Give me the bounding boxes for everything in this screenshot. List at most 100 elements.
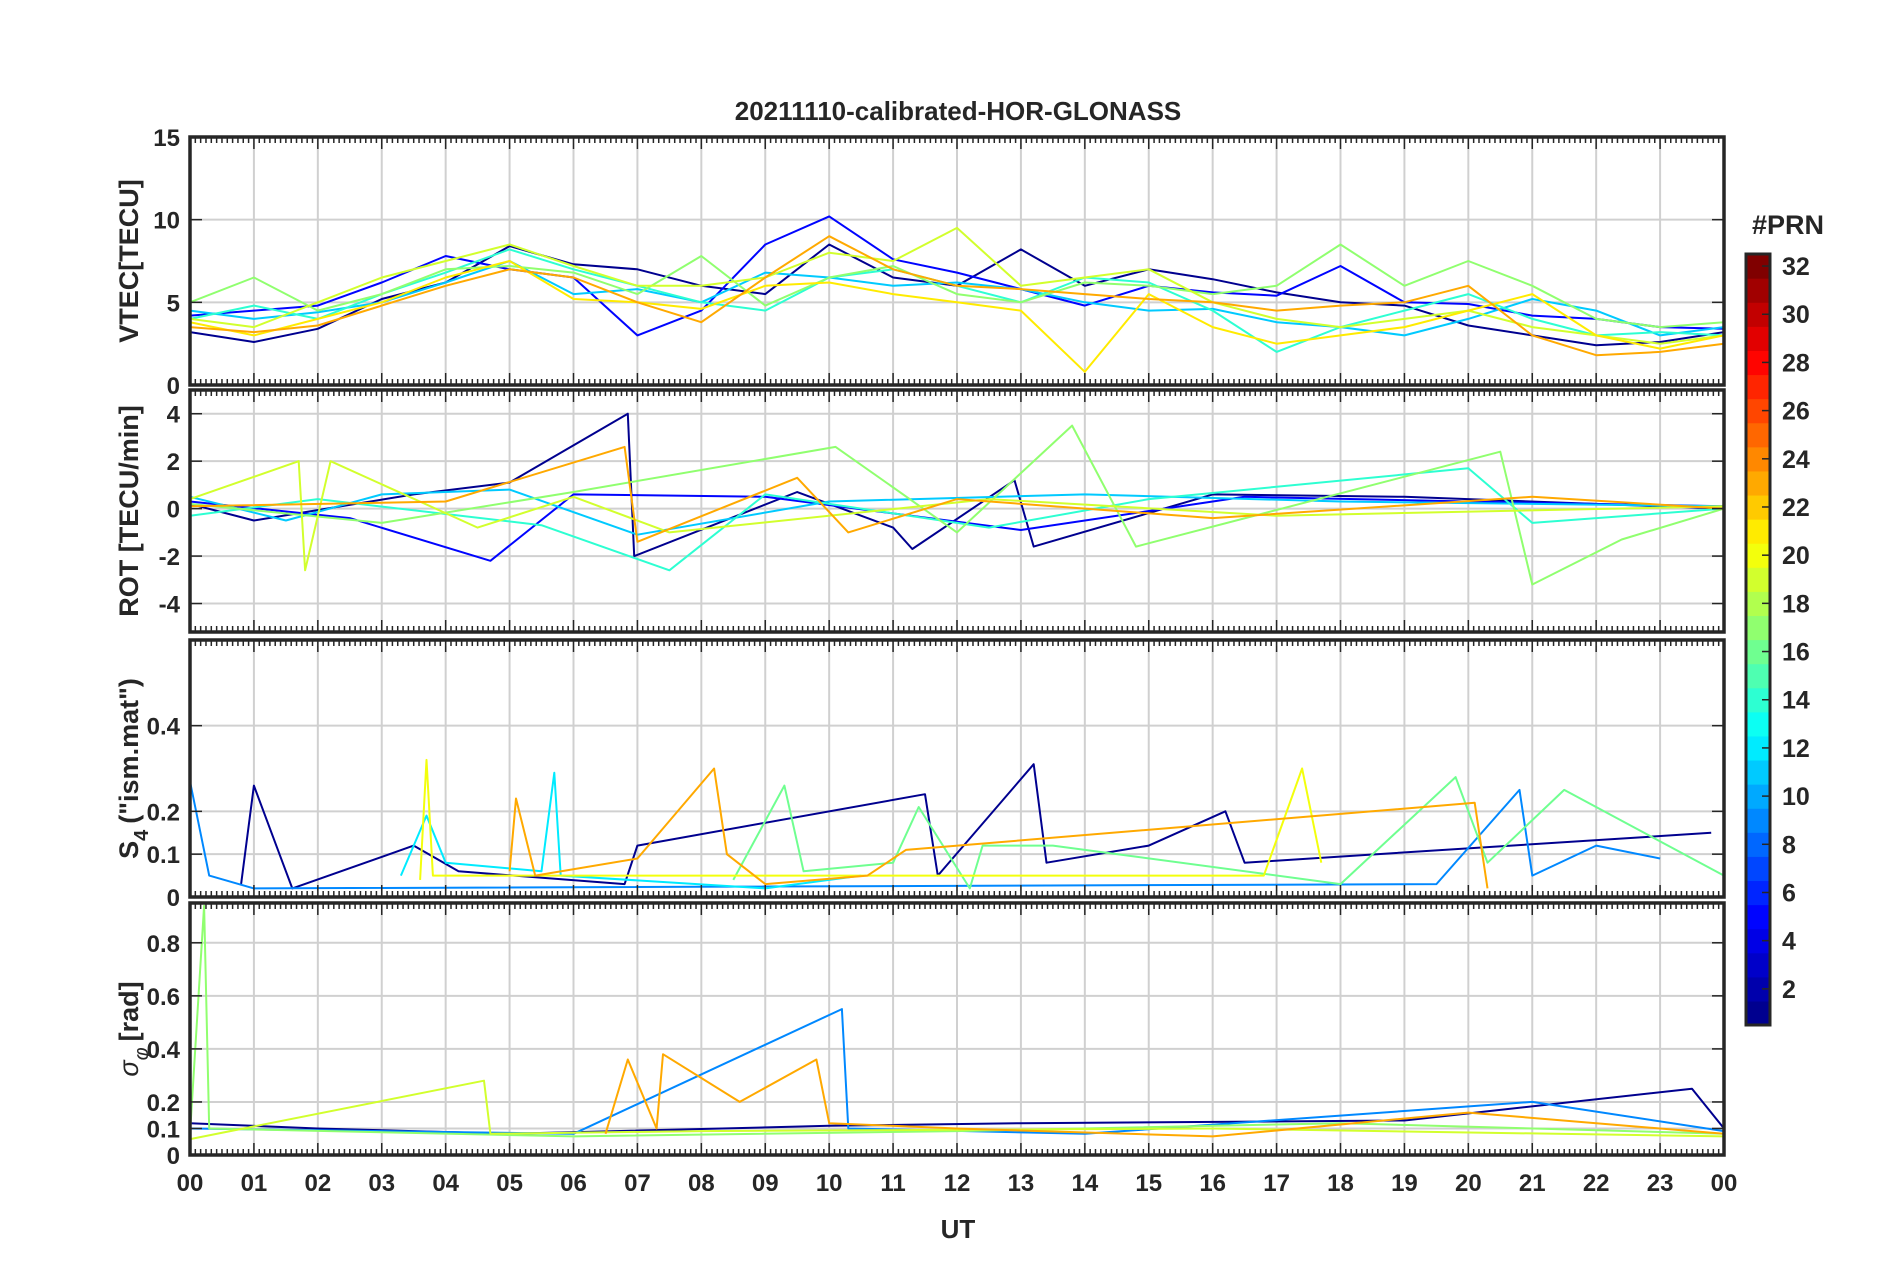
series-group bbox=[190, 215, 1724, 373]
colorbar-segment bbox=[1746, 519, 1770, 544]
x-tick-label: 06 bbox=[560, 1170, 587, 1197]
series-prn-1 bbox=[190, 1087, 1724, 1135]
y-tick-label: 0.8 bbox=[147, 931, 180, 958]
colorbar-tick-label: 20 bbox=[1782, 542, 1810, 570]
series-prn-23 bbox=[508, 767, 1489, 889]
y-label-rest: ("ism.mat") bbox=[114, 678, 144, 824]
series-prn-17 bbox=[190, 424, 1724, 586]
y-axis-label: ROT [TECU/min] bbox=[114, 405, 144, 616]
x-tick-label: 11 bbox=[880, 1170, 905, 1197]
series-prn-17 bbox=[190, 243, 1724, 329]
series-prn-23 bbox=[604, 1053, 1724, 1138]
x-tick-label: 00 bbox=[177, 1170, 204, 1197]
colorbar-tick-label: 2 bbox=[1782, 976, 1796, 1004]
y-label-main: σ bbox=[114, 1059, 144, 1077]
colorbar-tick-label: 6 bbox=[1782, 879, 1796, 907]
y-tick-label: 0 bbox=[167, 1143, 180, 1170]
series-prn-21 bbox=[190, 260, 1724, 373]
series-prn-5 bbox=[190, 215, 1724, 337]
colorbar-segment bbox=[1746, 615, 1770, 641]
colorbar-title: #PRN bbox=[1752, 210, 1824, 240]
series-prn-23 bbox=[190, 235, 1724, 357]
series-group bbox=[190, 758, 1724, 890]
series-group bbox=[190, 904, 1724, 1141]
colorbar-segment bbox=[1746, 1000, 1770, 1026]
axes-frame bbox=[188, 901, 1726, 1157]
colorbar-tick-label: 12 bbox=[1782, 735, 1810, 763]
colorbar-segment bbox=[1746, 374, 1770, 400]
x-tick-label: 08 bbox=[688, 1170, 715, 1197]
colorbar-tick-label: 18 bbox=[1782, 590, 1810, 618]
y-tick-label: 2 bbox=[167, 449, 180, 476]
x-tick-label: 21 bbox=[1519, 1170, 1546, 1197]
chart-title: 20211110-calibrated-HOR-GLONASS bbox=[735, 96, 1182, 126]
y-axis-label: VTEC[TECU] bbox=[114, 179, 144, 343]
x-tick-label: 15 bbox=[1135, 1170, 1162, 1197]
y-axis-label: σφ [rad] bbox=[114, 981, 153, 1076]
x-tick-label: 10 bbox=[816, 1170, 843, 1197]
x-tick-label: 23 bbox=[1647, 1170, 1674, 1197]
y-tick-label: 0.2 bbox=[147, 799, 180, 826]
series-prn-11 bbox=[190, 260, 1724, 337]
colorbar-tick-label: 30 bbox=[1782, 301, 1810, 329]
colorbar-segment bbox=[1746, 326, 1770, 351]
series-prn-9 bbox=[190, 1008, 1724, 1135]
y-label-subscript: φ bbox=[131, 1047, 153, 1060]
colorbar-tick-label: 10 bbox=[1782, 783, 1810, 811]
colorbar-segment bbox=[1746, 856, 1770, 882]
y-tick-label: 0.4 bbox=[147, 714, 181, 741]
y-tick-label: 0 bbox=[167, 373, 180, 400]
series-prn-23 bbox=[190, 445, 1724, 543]
x-axis-label: UT bbox=[941, 1214, 976, 1244]
y-tick-label: 10 bbox=[153, 208, 180, 235]
panel-VTEC: 0 5 10 15 VTEC[TECU] bbox=[114, 125, 1726, 400]
x-tick-label: 09 bbox=[752, 1170, 779, 1197]
x-tick-label: 05 bbox=[496, 1170, 523, 1197]
colorbar-segment bbox=[1746, 952, 1770, 978]
y-tick-label: 0.4 bbox=[147, 1037, 181, 1064]
y-tick-label: 0.2 bbox=[147, 1090, 180, 1117]
colorbar-segment bbox=[1746, 711, 1770, 737]
colorbar-tick-label: 8 bbox=[1782, 831, 1796, 859]
grid bbox=[189, 390, 1725, 632]
x-tick-label: 18 bbox=[1327, 1170, 1354, 1197]
colorbar-tick-label: 16 bbox=[1782, 639, 1810, 667]
series-prn-20 bbox=[419, 758, 1323, 880]
y-label-rest: [rad] bbox=[114, 981, 144, 1041]
y-tick-label: 0.1 bbox=[147, 1116, 180, 1143]
panel-ROT: -4 -2 0 2 4 ROT [TECU/min] bbox=[114, 388, 1726, 634]
y-label-main: S bbox=[114, 841, 144, 859]
x-tick-label: 04 bbox=[432, 1170, 459, 1197]
y-axis-label: S4 ("ism.mat") bbox=[114, 678, 153, 859]
colorbar-tick-label: 26 bbox=[1782, 398, 1810, 426]
x-tick-label: 20 bbox=[1455, 1170, 1482, 1197]
colorbar-tick-label: 14 bbox=[1782, 687, 1810, 715]
x-tick-label: 14 bbox=[1071, 1170, 1098, 1197]
series-group bbox=[190, 412, 1724, 586]
x-tick-label: 16 bbox=[1199, 1170, 1226, 1197]
colorbar-segment bbox=[1746, 904, 1770, 930]
x-tick-label: 03 bbox=[368, 1170, 395, 1197]
colorbar-tick-label: 24 bbox=[1782, 446, 1810, 474]
colorbar-segment bbox=[1746, 278, 1770, 303]
colorbar-segment bbox=[1746, 567, 1770, 592]
y-tick-label: -4 bbox=[159, 592, 181, 619]
colorbar-segment bbox=[1746, 470, 1770, 496]
series-prn-19 bbox=[190, 460, 1724, 572]
series-prn-19 bbox=[190, 1079, 1724, 1141]
colorbar-tick-label: 4 bbox=[1782, 928, 1796, 956]
x-tick-label: 01 bbox=[241, 1170, 268, 1197]
series-prn-16 bbox=[732, 776, 1724, 890]
panel-sigma_phi: 00.10.2 0.4 0.6 0.8 σφ [rad] bbox=[114, 901, 1726, 1170]
series-prn-1 bbox=[240, 763, 1712, 890]
x-tick-labels: 00 01 02 03 04 05 06 07 08 09 10 11 12 13 14 15 16 17 18 19… bbox=[177, 1170, 1738, 1197]
x-tick-label: 19 bbox=[1391, 1170, 1418, 1197]
axes-frame bbox=[188, 638, 1726, 899]
panel-S4: 0 0.1 0.2 0.4 S4 ("ism.mat") bbox=[114, 638, 1726, 912]
colorbar-segment bbox=[1746, 663, 1770, 689]
x-tick-label: 02 bbox=[304, 1170, 331, 1197]
colorbar-tick-label: 32 bbox=[1782, 253, 1810, 281]
axes-frame bbox=[188, 135, 1726, 387]
